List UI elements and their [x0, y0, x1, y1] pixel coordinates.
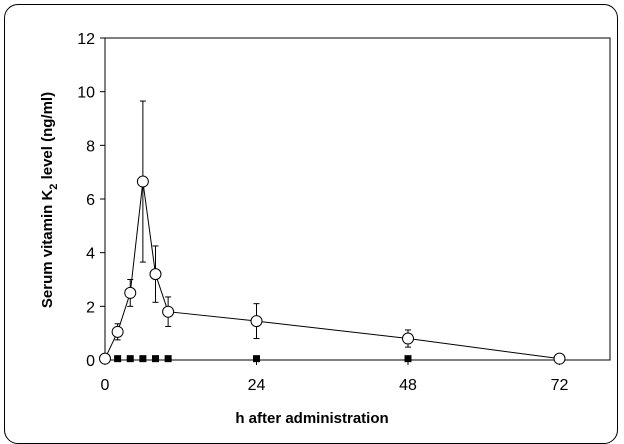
y-tick-label: 0 [86, 353, 95, 370]
x-tick-label: 24 [248, 377, 266, 394]
y-tick-label: 2 [86, 299, 95, 316]
data-point [253, 355, 260, 363]
plot-area [104, 37, 611, 361]
x-axis-title: h after administration [235, 410, 388, 427]
data-point [250, 315, 263, 328]
data-point [162, 305, 175, 318]
series-layer [99, 100, 566, 365]
y-tick-label: 12 [77, 31, 95, 48]
data-point [152, 355, 159, 363]
data-point [139, 355, 147, 363]
data-point [111, 325, 124, 338]
y-tick-label: 4 [86, 246, 95, 263]
x-tick-label: 72 [551, 377, 569, 394]
y-axis-title: Serum vitamin K2 level (ng/ml) [39, 92, 60, 308]
data-point [402, 332, 414, 345]
x-tick-label: 0 [101, 377, 110, 394]
data-point [126, 355, 134, 363]
data-point [136, 175, 149, 188]
y-tick-label: 10 [77, 85, 95, 102]
x-axis: 0 24 48 72 [101, 360, 569, 394]
y-tick-label: 8 [86, 138, 95, 155]
y-axis-title-subscript: 2 [48, 184, 60, 190]
data-point [553, 352, 566, 365]
data-point [114, 355, 122, 363]
y-tick-label: 6 [86, 192, 95, 209]
data-point [99, 352, 111, 365]
data-point [404, 355, 412, 363]
data-point [149, 268, 162, 281]
series-line [104, 181, 560, 360]
x-tick-label: 48 [399, 377, 417, 394]
y-axis: 0 2 4 6 8 10 12 [77, 31, 105, 370]
data-point [164, 355, 172, 363]
data-point [124, 286, 137, 299]
